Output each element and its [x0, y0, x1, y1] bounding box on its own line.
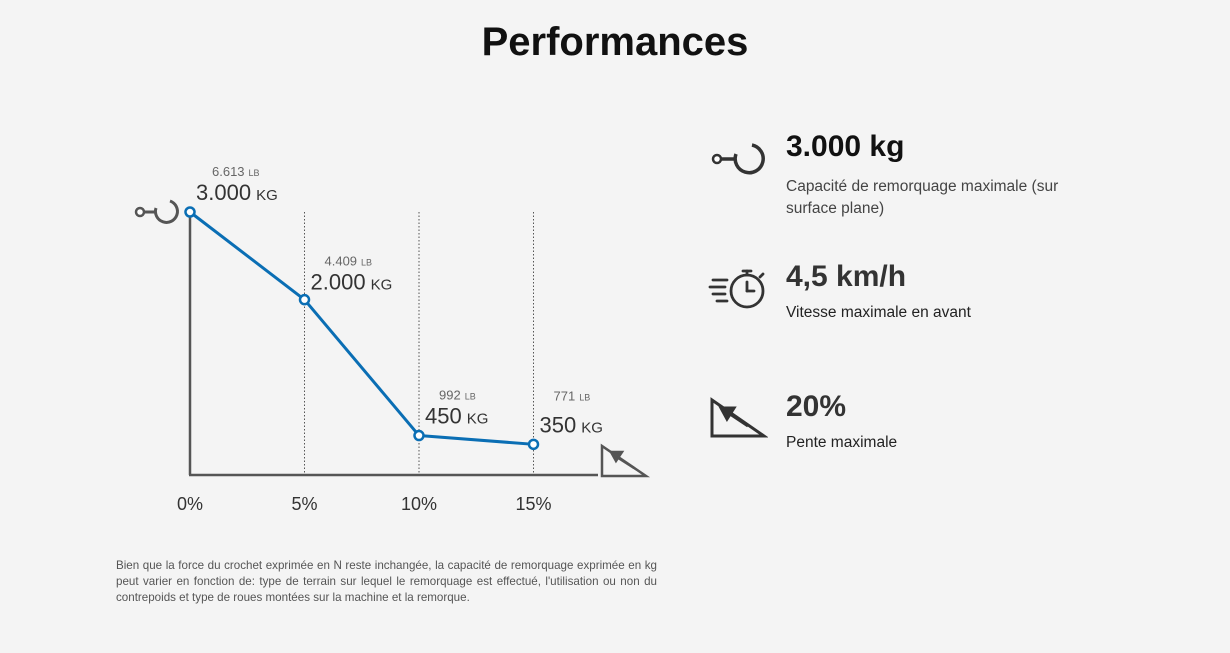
- towing-capacity-chart: 0% 5% 10% 15% 3.000 KG6.613 LB 2.000 KG4.409 LB 45…: [134, 164, 651, 514]
- data-label-kg: 450 KG: [425, 404, 488, 429]
- stat-label: Capacité de remorquage maximale (sur sur…: [786, 178, 1059, 217]
- page-title: Performances: [481, 20, 749, 64]
- data-label-kg: 2.000 KG: [311, 270, 393, 295]
- data-label-lb: 771 LB: [554, 388, 591, 403]
- stat-value: 4,5 km/h: [786, 260, 907, 293]
- x-tick-label: 0%: [177, 494, 203, 514]
- data-point: [413, 429, 425, 442]
- data-label-lb: 6.613 LB: [212, 164, 260, 179]
- slope-icon: [600, 443, 651, 478]
- data-point: [184, 206, 196, 218]
- stat-label: Vitesse maximale en avant: [786, 304, 971, 321]
- stat-label: Pente maximale: [786, 434, 898, 451]
- slope-icon: [710, 397, 768, 438]
- series-line: [189, 210, 534, 446]
- data-point: [298, 293, 311, 306]
- x-tick-label: 10%: [401, 494, 437, 514]
- tow-hook-icon: [711, 143, 765, 175]
- data-label-kg: 3.000 KG: [196, 180, 278, 205]
- data-label-kg: 350 KG: [540, 412, 603, 437]
- data-point: [527, 438, 540, 451]
- x-tick-label: 5%: [291, 494, 317, 514]
- stat-value: 3.000 kg: [786, 130, 905, 163]
- data-label-lb: 992 LB: [439, 388, 476, 403]
- data-label-lb: 4.409 LB: [325, 254, 373, 269]
- footnote: Bien que la force du crochet exprimée en…: [116, 559, 657, 604]
- stat-value: 20%: [786, 390, 847, 423]
- stopwatch-icon: [708, 269, 765, 309]
- tow-hook-icon: [134, 199, 179, 224]
- x-tick-label: 15%: [515, 494, 551, 514]
